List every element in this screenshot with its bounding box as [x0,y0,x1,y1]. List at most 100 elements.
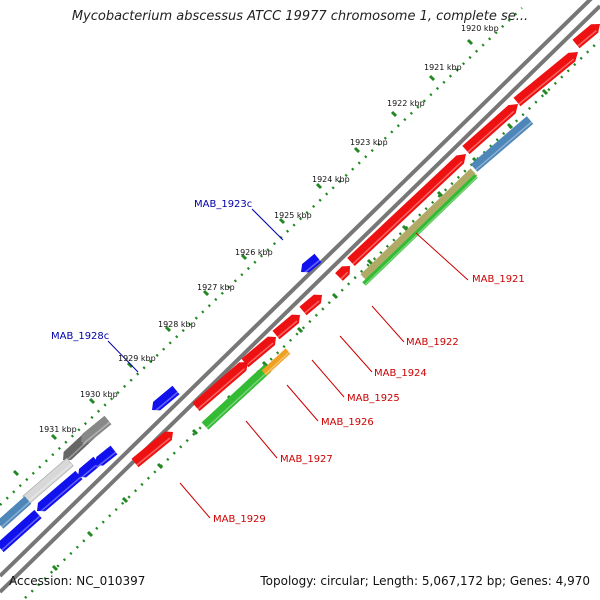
label-leader-line [107,340,139,373]
gene-mab-1928-highlight [197,368,245,410]
label-leader-line [311,359,345,398]
gene-mab-1924-highlight [340,271,349,280]
tick-mark [541,88,549,96]
cds-mab-1926-orange [261,348,291,376]
tick-mark [86,530,94,538]
gene-label[interactable]: MAB_1924 [374,368,427,379]
tick-mark [353,146,361,154]
tick-mark [278,217,286,225]
tick-mark [88,397,96,405]
backbone-outer [0,0,593,578]
inner-tick-ring [24,39,600,599]
gene-mab-1925 [299,294,322,316]
kbp-label: 1924 kbp [312,175,350,184]
gene-mab-1927-highlight [246,342,274,366]
label-leader-line [415,232,469,281]
tick-mark [366,258,374,266]
kbp-labels: 1920 kbp 1921 kbp 1922 kbp 1923 kbp 1924 kbp… [39,24,499,434]
cds-mab-1926-orange-highlight [264,351,290,375]
label-leaders [107,208,469,519]
gene-mab-1930c-a-highlight [79,462,100,480]
gene-mab-1923c [301,253,322,273]
gene-mab-1920-highlight [577,30,597,47]
pseudo-gene-c-highlight [27,463,73,503]
kbp-label: 1927 kbp [197,283,235,292]
tick-mark [315,182,323,190]
label-leader-line [245,420,278,459]
gene-label[interactable]: MAB_1927 [280,454,333,465]
gene-label[interactable]: MAB_1926 [321,417,374,428]
tick-mark [240,253,248,261]
tick-mark [466,38,474,46]
cds-mab-1921-blue [470,116,534,172]
gene-label[interactable]: MAB_1922 [406,337,459,348]
tick-mark [12,469,20,477]
label-leader-line [286,384,319,422]
gene-mab-1921-highlight [518,58,575,105]
tick-mark [164,325,172,333]
backbone-inner [0,4,600,594]
gene-label[interactable]: MAB_1921 [472,274,525,285]
gene-mab-1930c-a [78,456,101,478]
tick-mark [296,326,304,334]
outer-tick-ring [0,7,523,506]
cds-mab-1927-green [201,364,272,430]
pseudo-gene-b-highlight [82,421,111,445]
gene-mab-1928 [192,362,248,412]
gene-mab-1923c-highlight [302,259,321,275]
gene-mab-1931c-a [95,445,118,466]
kbp-label: 1921 kbp [424,63,462,72]
gene-mab-1924 [335,266,350,281]
kbp-label: 1922 kbp [387,99,425,108]
tick-mark [126,361,134,369]
gene-mab-1931c-a-highlight [96,451,117,468]
gene-mab-1929 [131,431,173,468]
kbp-label: 1928 kbp [158,320,196,329]
gene-mab-1929-highlight [136,437,171,466]
gene-label[interactable]: MAB_1925 [347,393,400,404]
gene-label[interactable]: MAB_1923c [194,199,252,210]
tick-mark [51,564,59,572]
kbp-label: 1929 kbp [118,354,156,363]
kbp-label: 1923 kbp [350,138,388,147]
gene-mab-1931c-b [0,509,42,553]
gene-mab-1930c-b-highlight [38,476,82,514]
gene-mab-1922-highlight [467,110,515,153]
kbp-label: 1920 kbp [461,24,499,33]
gene-mab-1923 [347,154,466,267]
kbp-label: 1931 kbp [39,425,77,434]
gene-label[interactable]: MAB_1928c [51,331,109,342]
tick-mark [261,360,269,368]
cds-mab-1921-blue-highlight [475,121,533,171]
accession-label: Accession: NC_010397 [9,574,146,588]
tick-mark [436,190,444,198]
gene-mab-1922 [462,104,518,155]
kbp-label: 1925 kbp [274,211,312,220]
gene-mab-1926-highlight [277,320,298,338]
cds-left-blue [0,496,32,529]
cds-left-blue-highlight [1,501,31,528]
map-title: Mycobacterium abscessus ATCC 19977 chrom… [71,9,529,24]
tick-mark [428,74,436,82]
gene-mab-1923-highlight [352,160,463,265]
tick-mark [156,462,164,470]
cds-mab-1922-olive [360,168,478,282]
gene-labels: MAB_1921 MAB_1922 MAB_1924 MAB_1925 MAB_1926… [51,199,525,525]
tick-mark [202,289,210,297]
label-leader-line [339,335,373,373]
gene-label[interactable]: MAB_1929 [213,514,266,525]
gene-mab-1927 [241,336,276,368]
cds-mab-1927-green-highlight [206,369,271,429]
tick-mark [50,433,58,441]
tick-mark [121,496,129,504]
summary-label: Topology: circular; Length: 5,067,172 bp… [260,574,590,588]
tick-mark [390,110,398,118]
gene-mab-1925-highlight [304,300,320,314]
gene-mab-1930c-b [37,470,83,512]
label-leader-line [251,208,284,241]
gene-mab-1920 [572,24,600,49]
gene-mab-1928c-highlight [153,391,179,413]
pseudo-gene-b [81,415,112,443]
tick-mark [191,428,199,436]
